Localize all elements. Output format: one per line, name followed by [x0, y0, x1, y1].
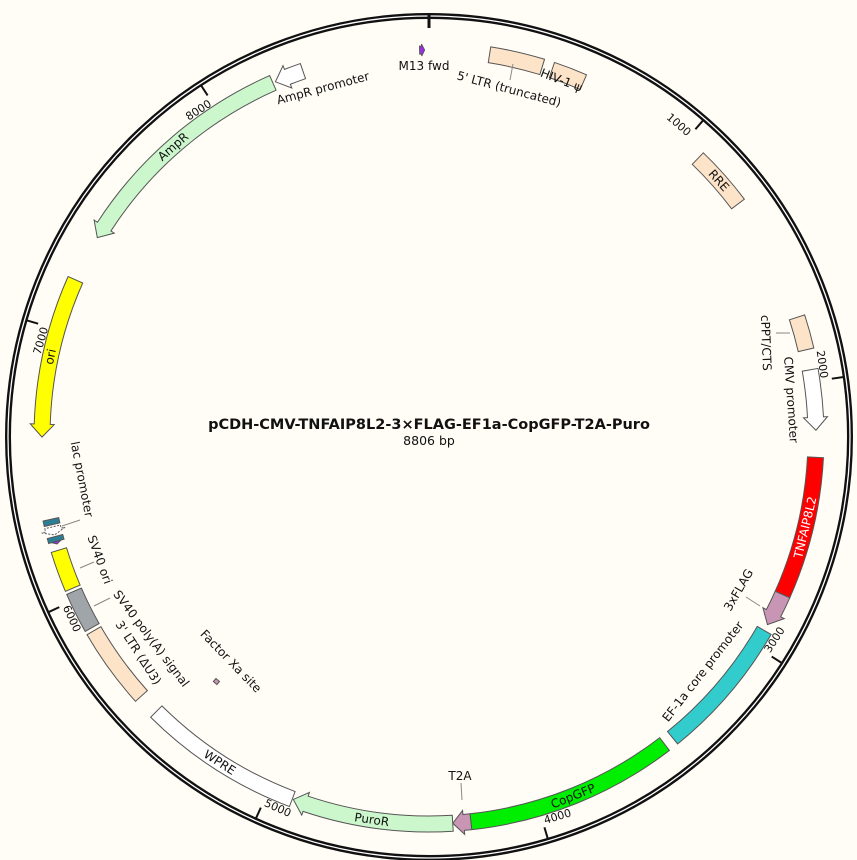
feature-t2a-arrow[interactable] — [452, 809, 473, 836]
feature-cap[interactable] — [42, 517, 61, 528]
label-cmv-promoter: CMV promoter — [781, 356, 801, 443]
tick-mark — [694, 119, 704, 130]
feature-rre[interactable] — [691, 152, 746, 210]
plasmid-name: pCDH-CMV-TNFAIP8L2-3×FLAG-EF1a-CopGFP-T2… — [208, 417, 650, 433]
tick-mark — [200, 84, 209, 97]
feature-fxa[interactable] — [212, 677, 221, 686]
feature-m13fwd-arrow[interactable] — [419, 43, 426, 57]
feature-wpre[interactable] — [149, 705, 296, 808]
feature-ltr5[interactable] — [487, 46, 546, 76]
plasmid-length: 8806 bp — [403, 433, 455, 448]
label-ori: ori — [42, 348, 59, 366]
label-m13-fwd: M13 fwd — [399, 59, 450, 73]
label-factor-xa: Factor Xa site — [197, 627, 264, 695]
feature-lacpro-arrow[interactable] — [41, 524, 66, 536]
label-3xflag: 3xFLAG — [721, 567, 756, 614]
tick-mark — [47, 606, 60, 614]
label-lac-promoter: lac promoter — [68, 440, 96, 518]
tick-mark — [543, 827, 549, 840]
feature-sv40ori[interactable] — [50, 547, 81, 592]
backbone-ring — [5, 13, 853, 860]
label-copgfp: CopGFP — [549, 781, 598, 811]
features — [29, 43, 829, 836]
label-tnf: TNFAIP8L2 — [791, 495, 820, 561]
label-sv40-ori: SV40 ori — [85, 533, 115, 585]
feature-amprpro-arrow[interactable] — [274, 62, 307, 89]
feature-ori-arrow[interactable] — [29, 275, 84, 438]
label-cppt-cts: cPPT/CTS — [758, 315, 774, 371]
feature-cmv-arrow[interactable] — [801, 367, 829, 431]
feature-puror-arrow[interactable] — [292, 791, 454, 833]
feature-sv40pa[interactable] — [66, 587, 100, 633]
feature-ampr-arrow[interactable] — [93, 74, 277, 239]
feature-ltr3[interactable] — [86, 625, 149, 703]
tick-mark — [771, 655, 783, 664]
label-puror: PuroR — [353, 810, 390, 829]
tick-mark — [254, 807, 262, 819]
tick-mark — [831, 375, 844, 380]
feature-psi[interactable] — [548, 61, 588, 91]
label-t2a: T2A — [447, 769, 472, 783]
feature-flag-arrow[interactable] — [762, 590, 791, 626]
feature-ef1a[interactable] — [666, 625, 772, 745]
feature-lacop[interactable] — [46, 533, 65, 545]
feature-cppt[interactable] — [788, 314, 815, 353]
tick-mark — [26, 319, 39, 325]
tick-label: 1000 — [664, 111, 694, 139]
